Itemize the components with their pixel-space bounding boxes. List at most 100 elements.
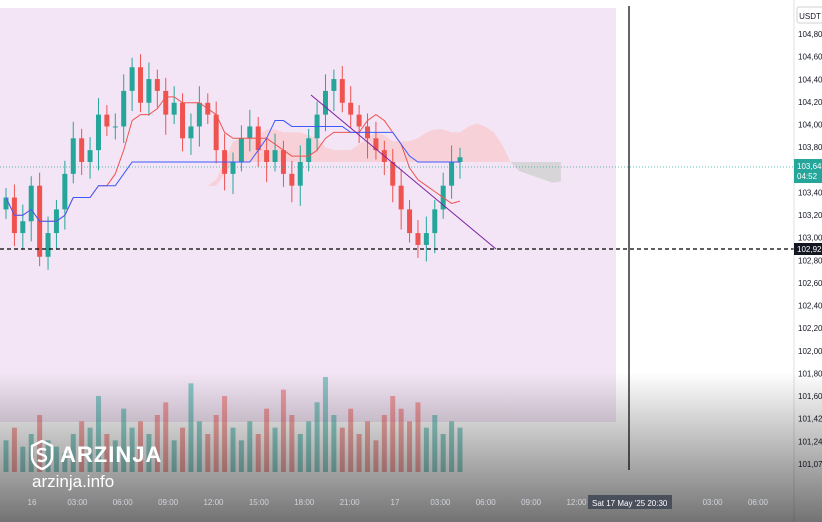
cloud-segment [350,144,360,162]
cloud-segment [468,123,477,162]
time-tick-label: 09:00 [521,498,542,507]
candle-body [45,233,51,257]
cloud-segment [342,150,351,162]
price-tick-label: 104,80 [798,30,822,39]
cloud-segment [434,129,444,162]
time-tick-label: 16 [28,498,37,507]
kijun-line [5,120,460,222]
candle-body [62,173,68,210]
cloud-segment [552,162,561,183]
time-tick-label: 03:00 [430,498,451,507]
cloud-segment [325,147,334,162]
candle-body [87,150,93,162]
price-tick-label: 103,20 [798,211,822,220]
crosshair-date-label: Sat 17 May '25 20:30 [592,499,668,508]
cloud-segment [510,162,519,171]
candle-body [432,209,438,234]
candle-body [20,221,26,234]
candle-body [154,79,160,91]
candle-body [457,157,463,162]
price-tick-label: 102,00 [798,347,822,356]
candle-body [79,138,85,162]
price-tick-label: 102,40 [798,302,822,311]
cloud-segment [518,162,528,174]
time-tick-label: 12:00 [203,498,224,507]
candle-body [297,162,303,186]
candle-body [423,233,429,245]
time-tick-label: 06:00 [476,498,497,507]
candle-body [247,126,253,139]
cloud-segment [535,162,545,180]
cloud-segment [291,132,301,162]
candle-body [339,79,345,103]
candle-body [112,126,118,128]
cloud-segment [460,126,469,162]
price-tick-label: 102,60 [798,279,822,288]
price-tick-label: 104,60 [798,53,822,62]
candle-body [238,138,244,162]
watermark-name: ARZINJA [60,442,163,467]
candle-body [407,209,413,234]
cloud-segment [359,138,368,162]
time-tick-label: 06:00 [113,498,134,507]
cloud-segment [544,162,553,183]
cloud-segment [476,123,486,162]
candle-body [289,173,295,186]
time-tick-label: 09:00 [158,498,179,507]
cloud-segment [207,179,217,186]
level-price-box [794,243,822,255]
candle-body [322,90,328,115]
session-highlight [0,8,616,422]
watermark-url: arzinja.info [32,472,115,491]
candle-body [171,102,177,115]
cloud-segment [409,138,418,162]
candle-body [331,79,337,91]
trendline[interactable] [310,94,497,250]
cloud-segment [401,141,410,162]
candle-body [180,102,186,139]
current-price-label: 103,64 [797,162,822,171]
price-tick-label: 104,00 [798,121,822,130]
price-tick-label: 104,20 [798,98,822,107]
time-tick-label: 12:00 [566,498,587,507]
watermark: ARZINJA arzinja.info [30,440,162,492]
candle-body [306,138,312,162]
candle-body [230,162,236,174]
candle-body [196,102,202,127]
price-tick-label: 102,20 [798,324,822,333]
candle-body [95,114,101,151]
candle-body [272,150,278,162]
currency-box[interactable] [796,6,822,24]
time-tick-label: 06:00 [748,498,769,507]
cloud-segment [443,129,452,162]
cloud-segment [317,138,326,162]
time-tick-label: 03:00 [703,498,724,507]
time-axis[interactable]: 16 03:00 06:00 09:00 12:00 15:00 18:00 21:00 17 0… [28,498,769,507]
candle-body [70,138,76,174]
candle-body [264,150,270,162]
level-price-label: 102,92 [797,245,822,254]
candle-body [415,233,421,245]
candle-body [213,114,219,151]
cloud-segment [426,129,435,162]
time-tick-label: 18:00 [294,498,315,507]
candle-body [146,79,152,103]
candle-body [348,102,354,115]
candle-body [163,90,169,115]
cloud-segment [392,141,402,162]
candle-body [28,185,34,222]
cloud-segment [502,144,511,162]
candle-body [398,185,404,210]
candle-body [104,114,110,127]
candle-body [121,90,127,127]
candle-body [129,67,135,91]
cloud-segment [333,150,343,162]
price-tick-label: 104,40 [798,75,822,84]
candle-body [188,126,194,139]
candle-body [449,162,455,186]
price-tick-label: 103,40 [798,188,822,197]
cloud-segment [451,132,460,162]
time-tick-label: 21:00 [340,498,361,507]
crosshair-date-box [588,495,672,509]
